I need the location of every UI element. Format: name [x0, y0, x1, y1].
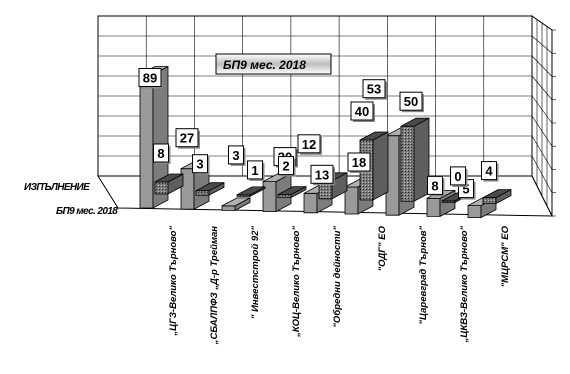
category-label-7: "Царевград Търнов" [418, 226, 429, 325]
data-label-bp-3: 1 [247, 160, 265, 181]
data-label-bp-6: 40 [350, 101, 375, 122]
data-label-text: 18 [352, 155, 366, 170]
bar-izpalnenie-1 [139, 65, 169, 209]
data-label-text: 50 [404, 94, 418, 109]
legend-label: БП9 мес. 2018 [223, 58, 306, 72]
bar-bp-1 [154, 173, 184, 195]
bar-bp-4 [277, 185, 307, 199]
series-label-1: ИЗПЪЛНЕНИЕ [24, 182, 90, 193]
data-label-bp-8: 0 [450, 166, 468, 187]
data-label-bp-1: 8 [153, 143, 171, 164]
data-label-text: 3 [196, 157, 203, 172]
chart-axis-labels: ИЗПЪЛНЕНИЕ БП9 мес. 2018 „ЦГЗ-Велико Търно… [24, 182, 511, 345]
data-label-text: 12 [302, 137, 316, 152]
bar-bp-3 [236, 186, 266, 198]
data-label-izpalnenie-8: 8 [427, 175, 445, 197]
category-label-5: "Обредни дейности" [332, 226, 343, 328]
category-label-6: "ОДГ" ЕО [377, 225, 388, 271]
data-label-text: 3 [232, 148, 239, 163]
data-label-izpalnenie-2: 27 [175, 128, 200, 149]
data-label-izpalnenie-1: 89 [138, 68, 163, 89]
series-label-2: БП9 мес. 2018 [56, 206, 118, 217]
category-label-1: „ЦГЗ-Велико Търново" [168, 226, 179, 337]
bar-bp-9 [482, 188, 512, 205]
data-label-text: 0 [454, 169, 461, 184]
data-label-izpalnenie-5: 13 [310, 164, 335, 186]
data-label-text: 53 [367, 82, 381, 97]
data-label-text: 2 [282, 159, 289, 174]
data-label-text: 40 [355, 104, 369, 119]
data-label-bp-9: 4 [481, 161, 499, 182]
data-label-text: 8 [157, 146, 164, 161]
data-label-bp-5: 12 [297, 134, 322, 155]
data-label-izpalnenie-6: 18 [347, 152, 372, 173]
category-label-8: „ЦКВЗ-Велико Търново" [459, 226, 470, 344]
data-label-bp-7: 50 [399, 91, 424, 113]
data-label-text: 4 [485, 164, 493, 179]
data-label-text: 13 [315, 167, 329, 182]
legend: БП9 мес. 2018 [215, 53, 332, 75]
category-label-9: "МЦРСМ" ЕО [500, 225, 511, 287]
category-label-2: „СБАЛПФЗ „Д-р Трейман [209, 226, 220, 345]
category-label-3: " Инвестстрой 92" [250, 226, 261, 320]
data-label-izpalnenie-3: 3 [228, 145, 246, 166]
data-label-text: 8 [431, 178, 438, 193]
data-label-text: 89 [143, 71, 157, 86]
bar-bp-2 [195, 182, 225, 196]
bar-izpalnenie-3 [221, 197, 251, 212]
data-label-bp-4: 2 [278, 156, 296, 177]
data-label-text: 27 [180, 131, 194, 146]
data-label-text: 1 [251, 163, 258, 178]
legend-box [215, 53, 332, 75]
data-label-bp-2: 3 [192, 154, 210, 175]
chart-data-labels: 892732013185385831212405004 [138, 68, 499, 200]
category-label-4: „КОЦ-Велико Търново" [291, 226, 302, 338]
data-label-izpalnenie-7: 53 [362, 79, 387, 100]
bar-bp-7 [400, 117, 430, 202]
data-label-text: 5 [462, 182, 469, 197]
